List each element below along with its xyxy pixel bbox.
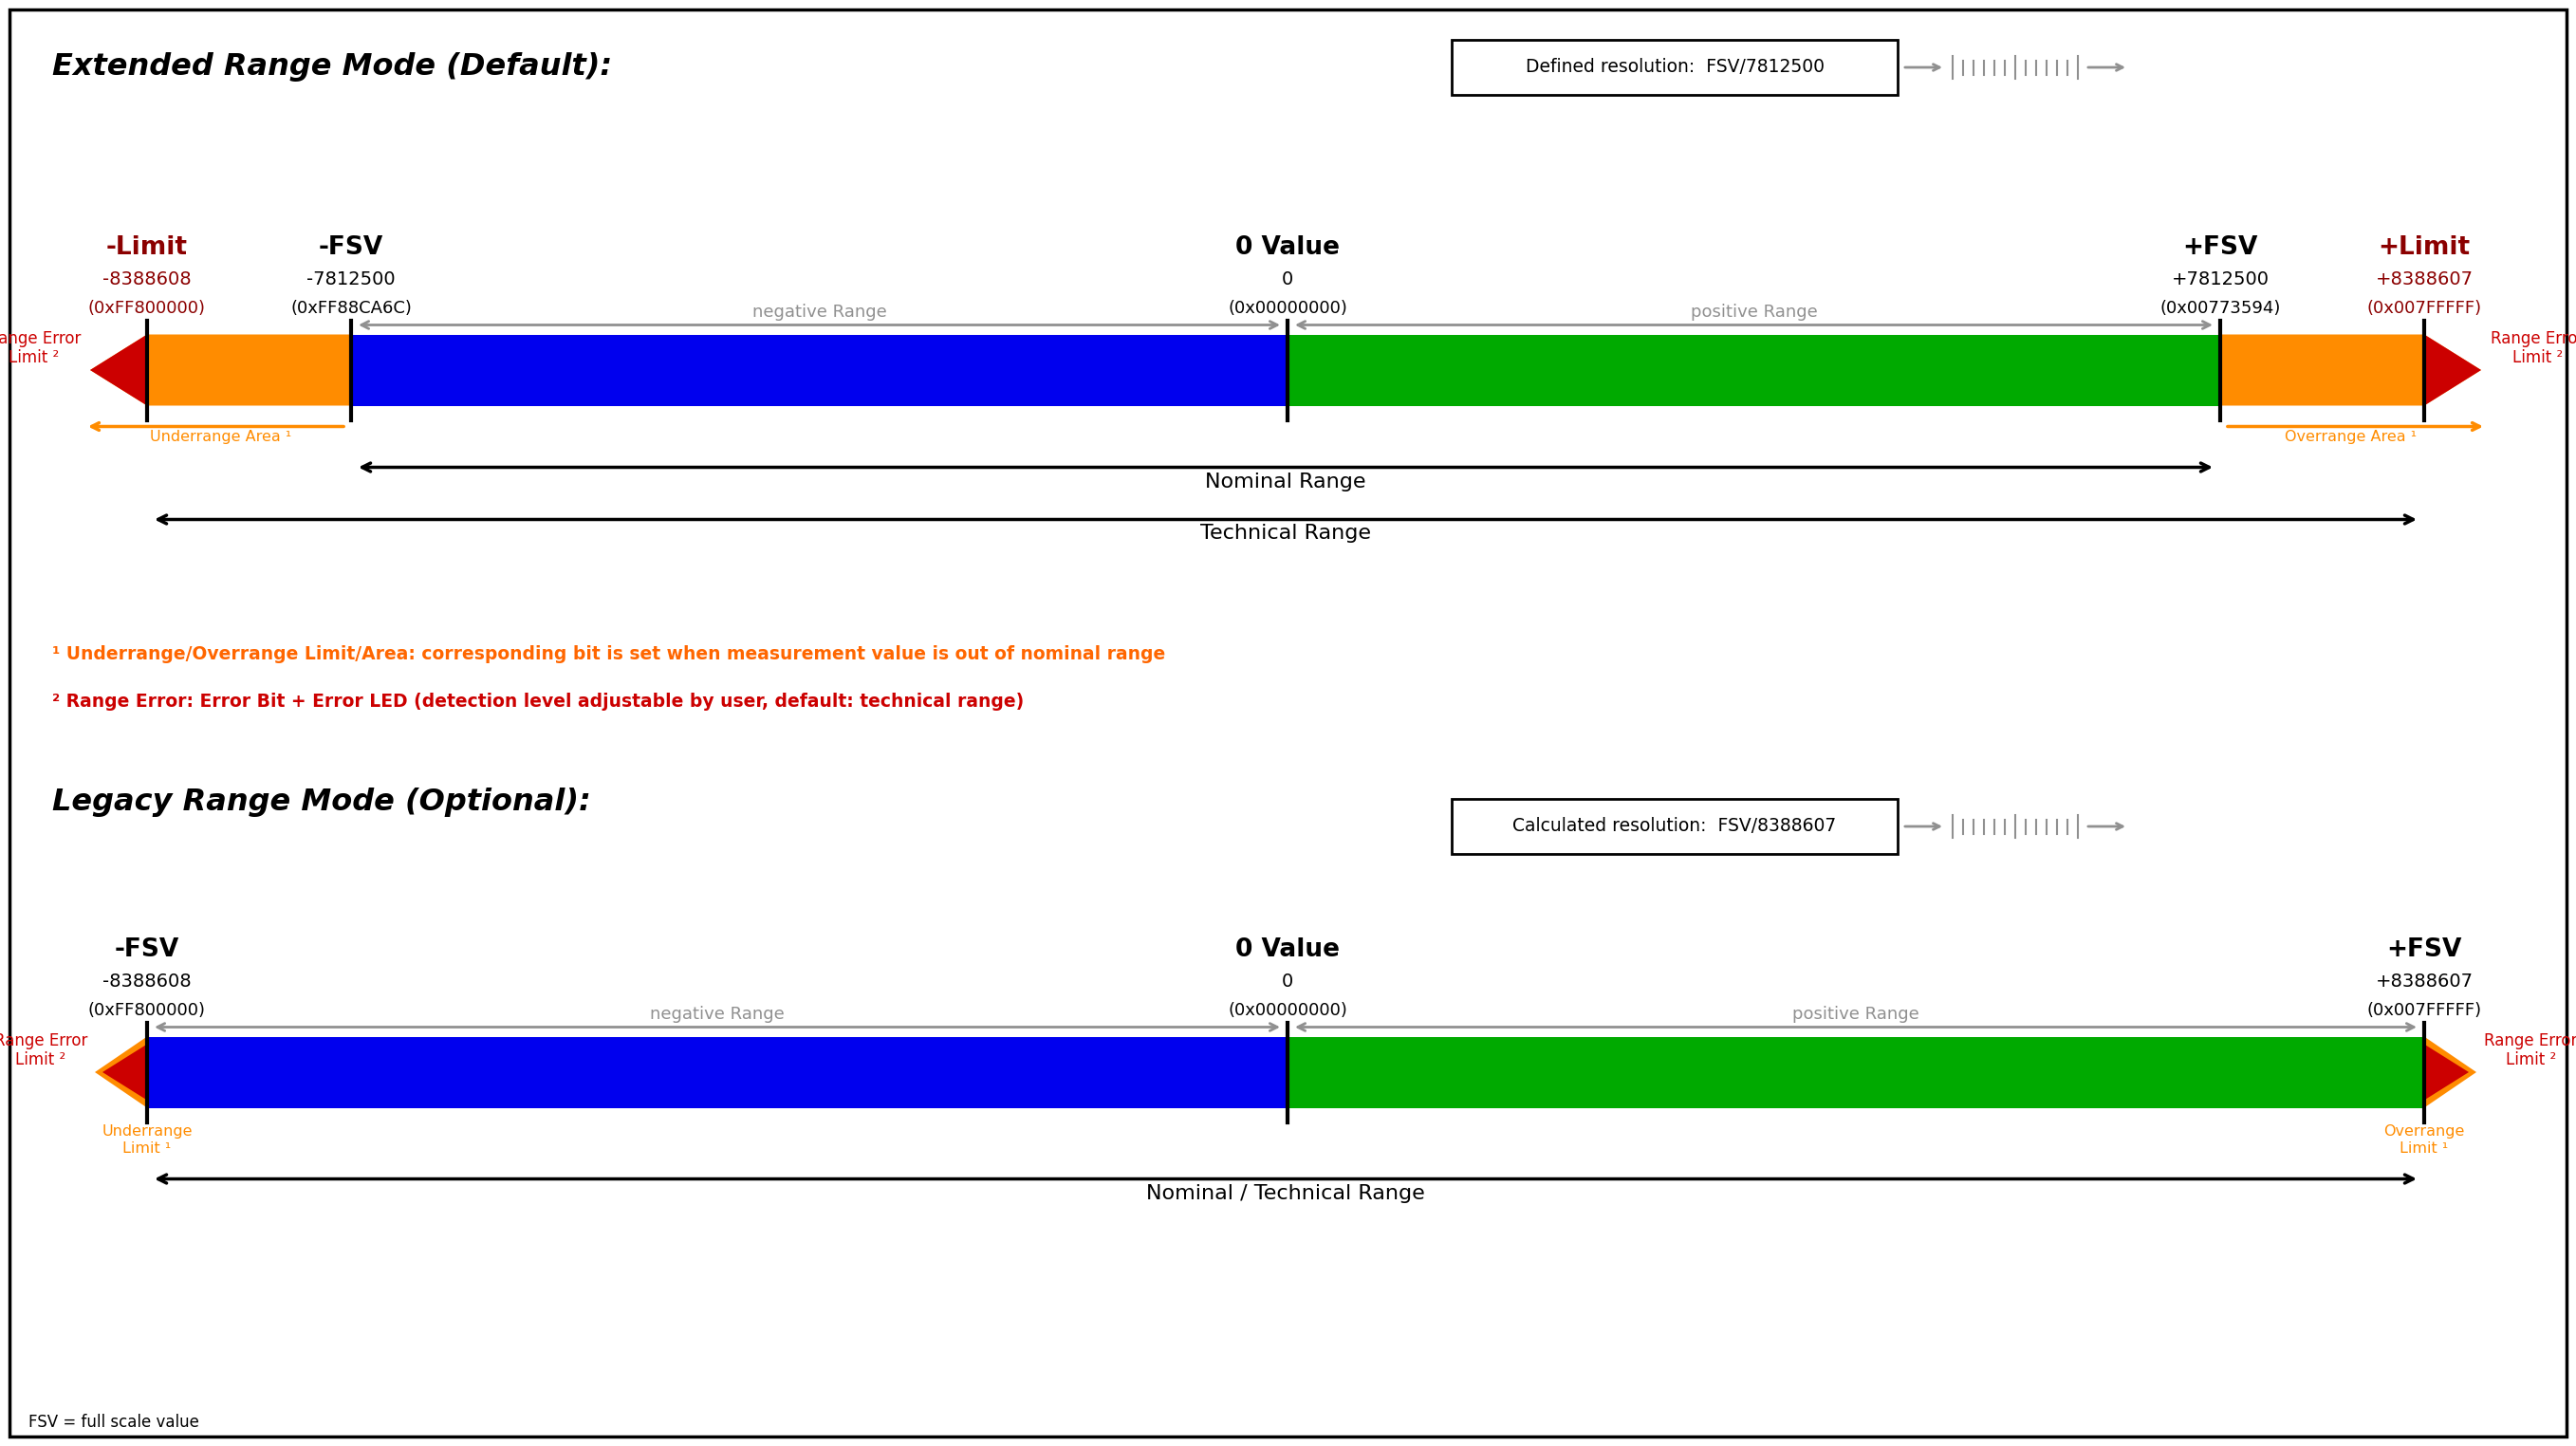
- Text: (0xFF88CA6C): (0xFF88CA6C): [291, 301, 412, 317]
- Text: 0: 0: [1283, 270, 1293, 289]
- Text: Extended Range Mode (Default):: Extended Range Mode (Default):: [52, 52, 613, 81]
- Text: (0x00000000): (0x00000000): [1229, 1002, 1347, 1019]
- Bar: [1453, 798, 1899, 855]
- Text: Legacy Range Mode (Optional):: Legacy Range Mode (Optional):: [52, 788, 590, 817]
- Text: FSV = full scale value: FSV = full scale value: [28, 1414, 198, 1432]
- Text: Calculated resolution:  FSV/8388607: Calculated resolution: FSV/8388607: [1512, 817, 1837, 836]
- Text: 0 Value: 0 Value: [1236, 236, 1340, 260]
- Text: Nominal Range: Nominal Range: [1206, 471, 1365, 492]
- Bar: [1288, 334, 2221, 406]
- Bar: [350, 334, 1288, 406]
- Polygon shape: [2424, 1037, 2476, 1108]
- Text: -8388608: -8388608: [103, 270, 191, 289]
- Polygon shape: [95, 1037, 147, 1108]
- Text: Range Error
Limit ²: Range Error Limit ²: [0, 330, 80, 366]
- Text: 0 Value: 0 Value: [1236, 938, 1340, 963]
- Text: +FSV: +FSV: [2385, 938, 2463, 963]
- Text: negative Range: negative Range: [649, 1006, 786, 1024]
- Bar: [1453, 40, 1899, 95]
- Bar: [1288, 1037, 2424, 1108]
- Text: (0x00000000): (0x00000000): [1229, 301, 1347, 317]
- Text: Underrange
Limit ¹: Underrange Limit ¹: [103, 1125, 193, 1155]
- Polygon shape: [90, 334, 147, 406]
- Text: Underrange Area ¹: Underrange Area ¹: [149, 429, 291, 444]
- Text: ² Range Error: Error Bit + Error LED (detection level adjustable by user, defaul: ² Range Error: Error Bit + Error LED (de…: [52, 693, 1025, 710]
- Text: +7812500: +7812500: [2172, 270, 2269, 289]
- Text: Range Error
Limit ²: Range Error Limit ²: [0, 1032, 88, 1069]
- Polygon shape: [103, 1044, 147, 1100]
- Text: (0xFF800000): (0xFF800000): [88, 1002, 206, 1019]
- Text: -8388608: -8388608: [103, 973, 191, 991]
- Text: -7812500: -7812500: [307, 270, 397, 289]
- Text: Range Error
Limit ²: Range Error Limit ²: [2491, 330, 2576, 366]
- Text: Overrange Area ¹: Overrange Area ¹: [2285, 429, 2416, 444]
- Text: ¹ Underrange/Overrange Limit/Area: corresponding bit is set when measurement val: ¹ Underrange/Overrange Limit/Area: corre…: [52, 645, 1164, 664]
- Text: -FSV: -FSV: [116, 938, 180, 963]
- Text: -FSV: -FSV: [319, 236, 384, 260]
- Text: Defined resolution:  FSV/7812500: Defined resolution: FSV/7812500: [1525, 58, 1824, 77]
- Text: +FSV: +FSV: [2182, 236, 2257, 260]
- Text: (0x007FFFFF): (0x007FFFFF): [2367, 1002, 2481, 1019]
- Text: negative Range: negative Range: [752, 304, 886, 321]
- Text: +8388607: +8388607: [2375, 270, 2473, 289]
- Polygon shape: [2424, 334, 2481, 406]
- Polygon shape: [90, 334, 350, 406]
- Text: Range Error
Limit ²: Range Error Limit ²: [2483, 1032, 2576, 1069]
- Text: positive Range: positive Range: [1690, 304, 1816, 321]
- Text: positive Range: positive Range: [1793, 1006, 1919, 1024]
- Text: (0xFF800000): (0xFF800000): [88, 301, 206, 317]
- Text: Technical Range: Technical Range: [1200, 525, 1370, 544]
- Text: Overrange
Limit ¹: Overrange Limit ¹: [2383, 1125, 2465, 1155]
- Bar: [147, 1037, 1288, 1108]
- Text: +8388607: +8388607: [2375, 973, 2473, 991]
- Text: (0x00773594): (0x00773594): [2159, 301, 2280, 317]
- Text: +Limit: +Limit: [2378, 236, 2470, 260]
- Text: -Limit: -Limit: [106, 236, 188, 260]
- Text: (0x007FFFFF): (0x007FFFFF): [2367, 301, 2481, 317]
- Polygon shape: [2424, 1044, 2468, 1100]
- Text: Nominal / Technical Range: Nominal / Technical Range: [1146, 1184, 1425, 1203]
- Polygon shape: [2221, 334, 2481, 406]
- Text: 0: 0: [1283, 973, 1293, 991]
